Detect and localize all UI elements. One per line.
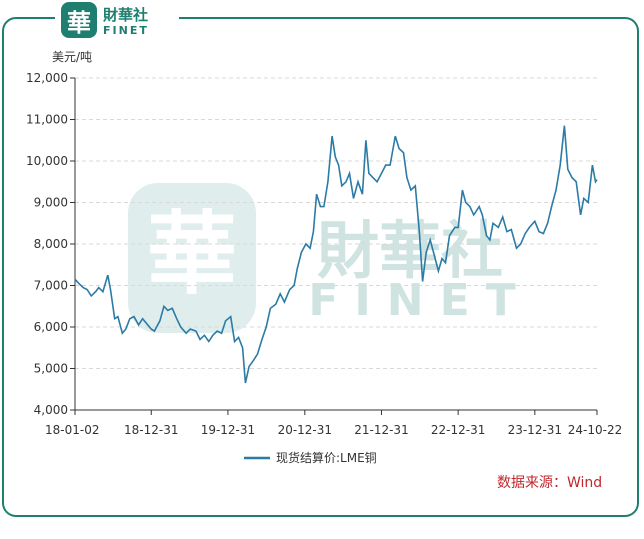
source-note: 数据来源：Wind xyxy=(497,475,603,491)
grid xyxy=(75,77,597,369)
y-tick-label: 9,000 xyxy=(34,196,68,210)
legend-label: 现货结算价:LME铜 xyxy=(276,450,377,465)
finet-logo: 華 財華社 FINET xyxy=(55,0,179,42)
y-tick-label: 5,000 xyxy=(34,362,68,376)
y-tick-label: 7,000 xyxy=(34,279,68,293)
x-tick-label: 18-12-31 xyxy=(124,423,178,437)
y-tick-label: 8,000 xyxy=(34,237,68,251)
axes: 4,000 5,000 6,000 7,000 8,000 9,000 10,000 11,0… xyxy=(26,71,622,437)
watermark-badge xyxy=(128,183,256,333)
y-tick-label: 6,000 xyxy=(34,320,68,334)
watermark-name-cn: 財華社 xyxy=(317,214,503,287)
logo-name-cn: 財華社 xyxy=(103,6,149,24)
watermark-glyph: 華 xyxy=(147,202,237,307)
series-line xyxy=(74,125,598,384)
y-tick-label: 12,000 xyxy=(26,71,68,85)
legend[interactable]: 现货结算价:LME铜 xyxy=(244,450,377,465)
x-tick-label: 22-12-31 xyxy=(431,423,485,437)
x-tick-label: 19-12-31 xyxy=(201,423,255,437)
x-tick-label: 23-12-31 xyxy=(508,423,562,437)
logo-name-en: FINET xyxy=(103,24,149,37)
y-tick-label: 11,000 xyxy=(26,113,68,127)
x-tick-label: 24-10-22 xyxy=(568,423,622,437)
x-tick-label: 18-01-02 xyxy=(45,423,99,437)
logo-glyph: 華 xyxy=(61,2,97,38)
y-tick-label: 4,000 xyxy=(34,403,68,417)
chart-frame xyxy=(2,17,639,517)
x-tick-label: 21-12-31 xyxy=(354,423,408,437)
x-tick-label: 20-12-31 xyxy=(278,423,332,437)
y-tick-label: 10,000 xyxy=(26,154,68,168)
y-axis-unit-label: 美元/吨 xyxy=(52,50,93,64)
watermark: 華 財華社 FINET xyxy=(128,183,531,333)
watermark-name-en: FINET xyxy=(308,275,531,326)
